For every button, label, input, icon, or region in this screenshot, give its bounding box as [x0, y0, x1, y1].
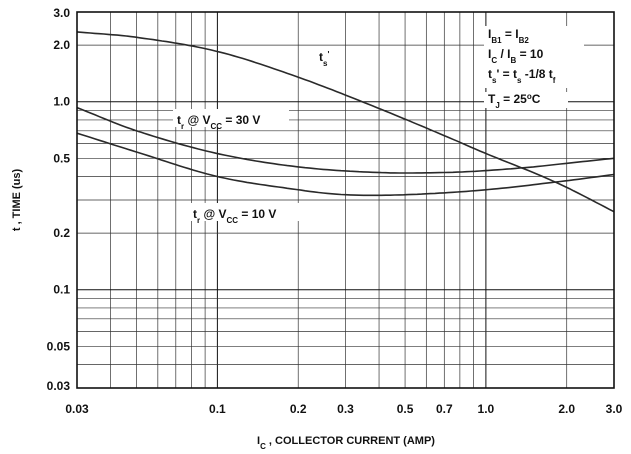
conditions-bg — [484, 26, 584, 88]
tr-10v-curve-label: tr @ VCC = 10 V — [193, 207, 276, 225]
y-tick-label: 0.2 — [53, 226, 70, 240]
x-tick-label: 0.03 — [65, 402, 89, 416]
x-tick-label: 0.5 — [397, 402, 414, 416]
plot-frame — [76, 11, 615, 389]
y-tick-label: 0.1 — [53, 283, 70, 297]
tick-labels: 0.03 0.1 0.2 0.3 0.5 0.7 1.0 2.0 3.0 3.0 2.0 1.0 0.5… — [11, 6, 623, 451]
curve-ts — [76, 31, 615, 213]
curve-tr30 — [76, 106, 615, 174]
annotations: ts' tr @ VCC = 30 V tr @ VCC = 10 V IB1 = I… — [173, 26, 584, 225]
x-tick-label: 3.0 — [606, 402, 623, 416]
temperature-bg — [484, 92, 568, 108]
condition-line: ts' = ts -1/8 tf — [488, 67, 556, 85]
y-axis-title: t , TIME (us) — [11, 169, 23, 232]
y-tick-label: 2.0 — [53, 38, 70, 52]
x-tick-label: 0.7 — [436, 402, 453, 416]
tr-30v-curve-label: tr @ VCC = 30 V — [177, 113, 260, 131]
tr-10v-curve-label-bg — [189, 203, 305, 221]
ts-curve-label-bg — [315, 47, 339, 64]
y-tick-label: 0.05 — [47, 339, 71, 353]
curve-tr10 — [76, 132, 615, 197]
y-tick-label: 3.0 — [53, 6, 70, 20]
tr-30v-curve-label-bg — [173, 109, 289, 127]
y-tick-label: 0.03 — [47, 379, 71, 393]
ts-curve-label: ts' — [319, 50, 329, 68]
condition-line: IB1 = IB2 — [488, 27, 529, 45]
condition-line: TJ = 25oC — [488, 92, 541, 110]
condition-line: IC / IB = 10 — [488, 47, 544, 65]
x-tick-label: 2.0 — [558, 402, 575, 416]
x-tick-label: 0.1 — [209, 402, 226, 416]
grid — [77, 12, 614, 388]
x-tick-label: 0.3 — [337, 402, 354, 416]
curves — [76, 31, 615, 213]
x-axis-title: IC , COLLECTOR CURRENT (AMP) — [257, 435, 435, 451]
y-tick-label: 1.0 — [53, 95, 70, 109]
y-tick-label: 0.5 — [53, 151, 70, 165]
x-tick-label: 1.0 — [478, 402, 495, 416]
x-tick-label: 0.2 — [290, 402, 307, 416]
